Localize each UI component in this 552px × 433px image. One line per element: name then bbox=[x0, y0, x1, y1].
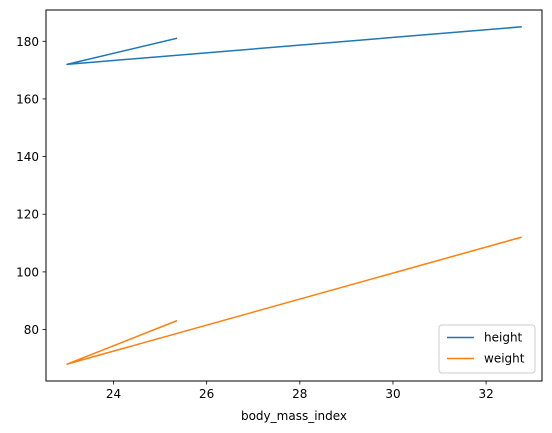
x-tick-label-26: 26 bbox=[199, 387, 214, 401]
y-tick-label-180: 180 bbox=[16, 35, 39, 49]
y-axis-ticks: 80 100 120 140 160 180 bbox=[16, 35, 46, 337]
plot-area-frame bbox=[45, 9, 543, 382]
y-tick-label-120: 120 bbox=[16, 208, 39, 222]
y-tick-label-140: 140 bbox=[16, 150, 39, 164]
y-tick-label-80: 80 bbox=[24, 323, 39, 337]
legend-label-weight: weight bbox=[484, 352, 525, 366]
x-axis-label: body_mass_index bbox=[241, 409, 347, 423]
series-layer bbox=[66, 26, 522, 365]
x-tick-label-28: 28 bbox=[292, 387, 307, 401]
legend: height weight bbox=[438, 324, 536, 374]
x-axis-ticks: 24 26 28 30 32 bbox=[106, 381, 494, 401]
y-tick-label-160: 160 bbox=[16, 92, 39, 106]
x-tick-label-30: 30 bbox=[385, 387, 400, 401]
y-tick-label-100: 100 bbox=[16, 265, 39, 279]
legend-label-height: height bbox=[484, 331, 523, 345]
series-line-weight bbox=[66, 236, 522, 365]
x-tick-label-24: 24 bbox=[106, 387, 121, 401]
x-tick-label-32: 32 bbox=[478, 387, 493, 401]
series-line-height bbox=[66, 26, 522, 66]
